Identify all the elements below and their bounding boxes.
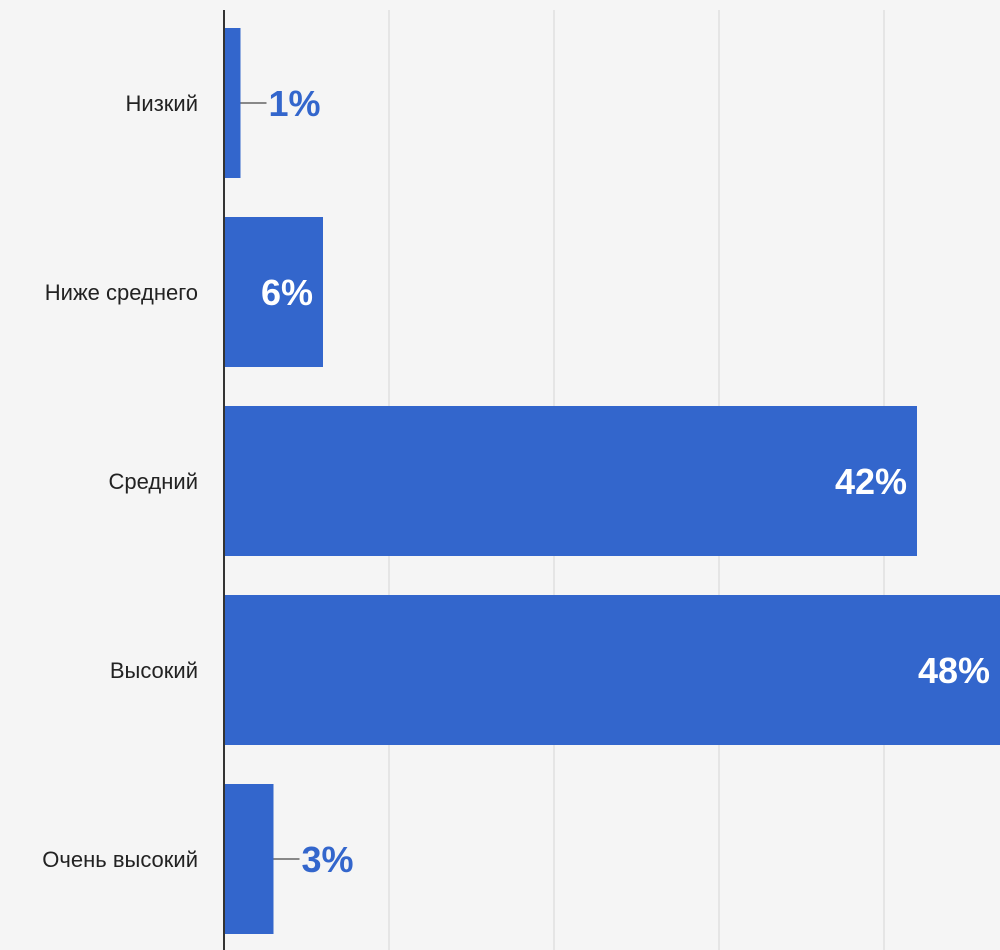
value-label-2: 42% bbox=[835, 461, 907, 502]
bars bbox=[224, 28, 1000, 934]
bar-4 bbox=[224, 784, 274, 934]
value-label-4: 3% bbox=[302, 839, 354, 880]
bar-1 bbox=[224, 217, 323, 367]
labels: Низкий 1% Ниже среднего 6% Средний 42% Высокий… bbox=[42, 83, 990, 880]
bar-2 bbox=[224, 406, 917, 556]
value-label-1: 6% bbox=[261, 272, 313, 313]
bar-0 bbox=[224, 28, 241, 178]
category-label-0: Низкий bbox=[126, 91, 198, 116]
category-label-1: Ниже среднего bbox=[45, 280, 198, 305]
category-label-2: Средний bbox=[109, 469, 198, 494]
bar-3 bbox=[224, 595, 1000, 745]
value-label-0: 1% bbox=[269, 83, 321, 124]
category-label-3: Высокий bbox=[110, 658, 198, 683]
category-label-4: Очень высокий bbox=[42, 847, 198, 872]
value-label-3: 48% bbox=[918, 650, 990, 691]
